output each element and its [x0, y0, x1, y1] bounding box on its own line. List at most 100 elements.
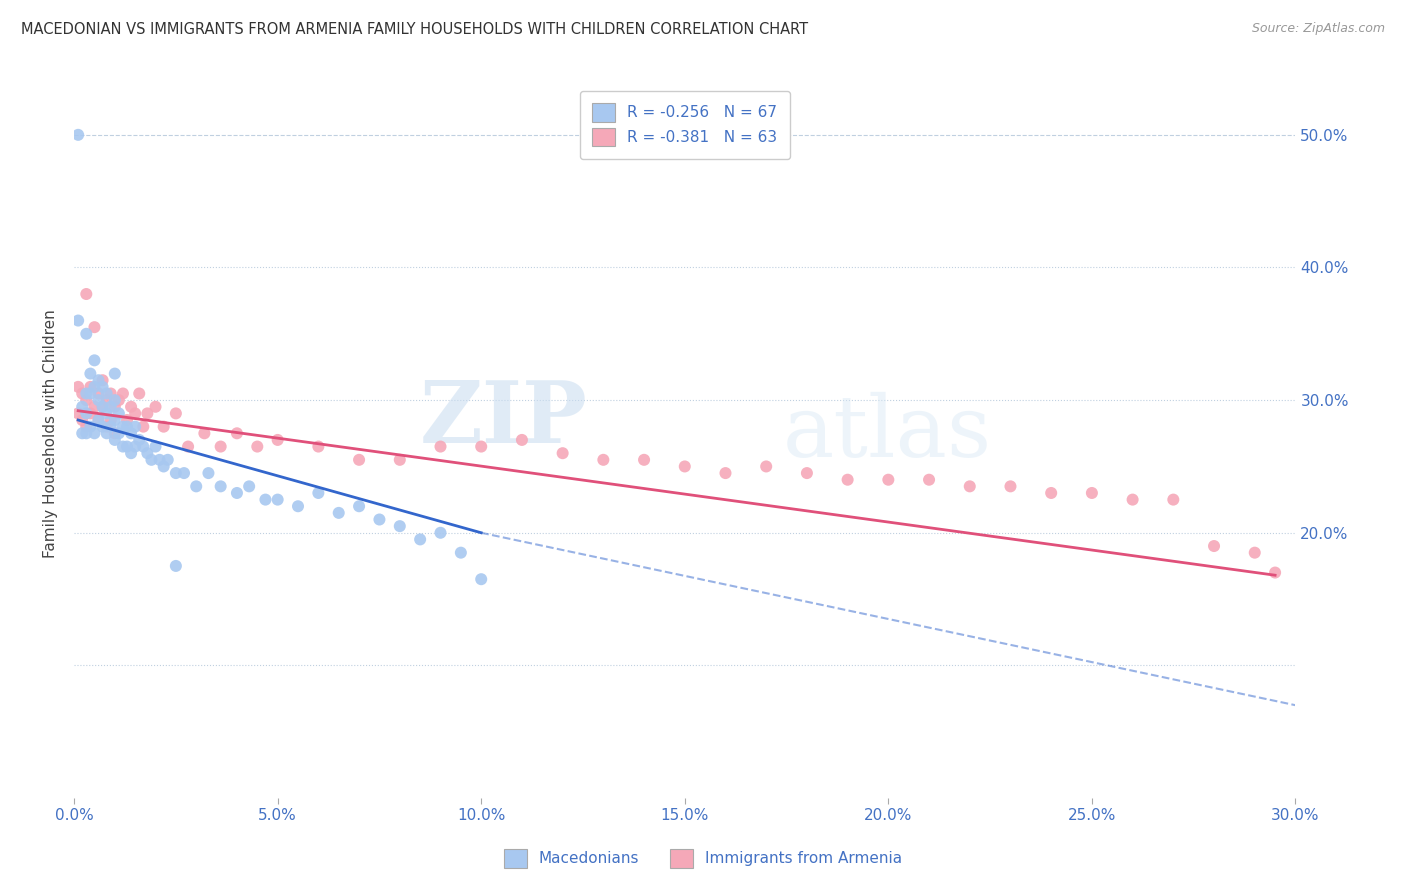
Point: [714, 466, 737, 480]
Point: [75, 386, 97, 401]
Point: [186, 479, 208, 493]
Point: [83, 400, 105, 414]
Point: [75, 326, 97, 341]
Point: [70, 413, 93, 427]
Point: [120, 426, 142, 441]
Point: [347, 500, 370, 514]
Text: Source: ZipAtlas.com: Source: ZipAtlas.com: [1251, 22, 1385, 36]
Point: [115, 440, 138, 454]
Point: [177, 440, 200, 454]
Point: [796, 466, 818, 480]
Point: [96, 426, 118, 441]
Point: [368, 512, 391, 526]
Point: [91, 400, 114, 414]
Point: [145, 440, 167, 454]
Text: ZIP: ZIP: [419, 376, 588, 460]
Point: [100, 400, 122, 414]
Point: [96, 406, 118, 420]
Point: [307, 486, 329, 500]
Point: [592, 452, 614, 467]
Point: [128, 433, 150, 447]
Point: [470, 440, 492, 454]
Point: [633, 452, 655, 467]
Point: [1264, 566, 1286, 580]
Point: [165, 406, 187, 420]
Point: [75, 426, 97, 441]
Point: [1122, 492, 1144, 507]
Point: [136, 446, 159, 460]
Point: [328, 506, 350, 520]
Point: [1163, 492, 1185, 507]
Point: [510, 433, 533, 447]
Point: [87, 386, 110, 401]
Point: [226, 486, 249, 500]
Point: [83, 353, 105, 368]
Point: [87, 373, 110, 387]
Point: [877, 473, 900, 487]
Point: [209, 479, 232, 493]
Point: [111, 440, 134, 454]
Point: [209, 440, 232, 454]
Point: [124, 440, 146, 454]
Point: [96, 386, 118, 401]
Point: [470, 572, 492, 586]
Point: [959, 479, 981, 493]
Point: [104, 393, 127, 408]
Point: [673, 459, 696, 474]
Point: [141, 452, 163, 467]
Point: [91, 380, 114, 394]
Point: [1040, 486, 1063, 500]
Y-axis label: Family Households with Children: Family Households with Children: [44, 309, 58, 558]
Point: [87, 393, 110, 408]
Point: [128, 386, 150, 401]
Point: [124, 419, 146, 434]
Point: [307, 440, 329, 454]
Point: [429, 525, 451, 540]
Point: [197, 466, 219, 480]
Point: [83, 426, 105, 441]
Point: [100, 413, 122, 427]
Point: [409, 533, 432, 547]
Text: atlas: atlas: [783, 392, 991, 475]
Point: [132, 419, 155, 434]
Point: [100, 419, 122, 434]
Point: [104, 426, 127, 441]
Point: [91, 400, 114, 414]
Legend: R = -0.256   N = 67, R = -0.381   N = 63: R = -0.256 N = 67, R = -0.381 N = 63: [579, 91, 790, 159]
Point: [193, 426, 215, 441]
Point: [91, 373, 114, 387]
Point: [152, 459, 174, 474]
Point: [226, 426, 249, 441]
Point: [1243, 546, 1265, 560]
Point: [120, 400, 142, 414]
Point: [87, 413, 110, 427]
Point: [266, 492, 288, 507]
Point: [67, 313, 90, 327]
Point: [70, 400, 93, 414]
Text: MACEDONIAN VS IMMIGRANTS FROM ARMENIA FAMILY HOUSEHOLDS WITH CHILDREN CORRELATIO: MACEDONIAN VS IMMIGRANTS FROM ARMENIA FA…: [21, 22, 808, 37]
Point: [83, 320, 105, 334]
Point: [67, 128, 90, 142]
Point: [152, 419, 174, 434]
Point: [132, 440, 155, 454]
Point: [1000, 479, 1022, 493]
Point: [111, 386, 134, 401]
Point: [1202, 539, 1225, 553]
Point: [120, 446, 142, 460]
Point: [918, 473, 941, 487]
Point: [91, 419, 114, 434]
Point: [67, 406, 90, 420]
Point: [104, 433, 127, 447]
Legend: Macedonians, Immigrants from Armenia: Macedonians, Immigrants from Armenia: [492, 837, 914, 880]
Point: [108, 406, 131, 420]
Point: [429, 440, 451, 454]
Point: [156, 452, 179, 467]
Point: [75, 419, 97, 434]
Point: [104, 413, 127, 427]
Point: [79, 367, 101, 381]
Point: [136, 406, 159, 420]
Point: [100, 386, 122, 401]
Point: [79, 406, 101, 420]
Point: [108, 426, 131, 441]
Point: [79, 419, 101, 434]
